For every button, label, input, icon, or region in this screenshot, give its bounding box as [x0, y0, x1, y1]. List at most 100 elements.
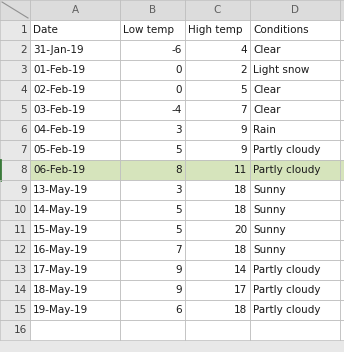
Bar [120, 80, 185, 100]
Text: 12: 12 [14, 245, 27, 255]
Bar [120, 100, 185, 120]
Text: 03-Feb-19: 03-Feb-19 [33, 105, 85, 115]
Bar [250, 240, 340, 260]
Bar [340, 220, 344, 240]
Text: 18: 18 [234, 185, 247, 195]
Bar [340, 20, 344, 40]
Text: 2: 2 [20, 45, 27, 55]
Bar [30, 240, 120, 260]
Text: 5: 5 [20, 105, 27, 115]
Bar [340, 200, 344, 220]
Text: 5: 5 [175, 145, 182, 155]
Bar [30, 60, 120, 80]
Bar [0, 60, 30, 80]
Bar [250, 100, 340, 120]
Bar [340, 100, 344, 120]
Text: 04-Feb-19: 04-Feb-19 [33, 125, 85, 135]
Bar [185, 100, 250, 120]
Bar [340, 0, 344, 20]
Bar [185, 260, 250, 280]
Bar [120, 60, 185, 80]
Bar [185, 20, 250, 40]
Bar [30, 280, 120, 300]
Bar [185, 140, 250, 160]
Bar [120, 280, 185, 300]
Text: Sunny: Sunny [253, 225, 286, 235]
Bar [30, 120, 120, 140]
Text: 3: 3 [175, 185, 182, 195]
Bar [120, 220, 185, 240]
Bar [250, 160, 340, 180]
Text: 5: 5 [175, 225, 182, 235]
Text: Partly cloudy: Partly cloudy [253, 265, 321, 275]
Text: 9: 9 [175, 265, 182, 275]
Bar [340, 80, 344, 100]
Bar [0, 140, 30, 160]
Bar [0, 20, 30, 40]
Bar [120, 140, 185, 160]
Bar [0, 340, 344, 352]
Text: 15-May-19: 15-May-19 [33, 225, 88, 235]
Text: Clear: Clear [253, 105, 280, 115]
Text: 9: 9 [175, 285, 182, 295]
Bar [120, 320, 185, 340]
Text: Sunny: Sunny [253, 245, 286, 255]
Text: -6: -6 [172, 45, 182, 55]
Bar [340, 320, 344, 340]
Text: 18-May-19: 18-May-19 [33, 285, 88, 295]
Bar [0, 0, 30, 20]
Text: 15: 15 [14, 305, 27, 315]
Bar [185, 60, 250, 80]
Bar [0, 160, 30, 180]
Bar [0, 260, 30, 280]
Text: 3: 3 [175, 125, 182, 135]
Text: Sunny: Sunny [253, 185, 286, 195]
Bar [0, 280, 30, 300]
Text: 11: 11 [14, 225, 27, 235]
Bar [250, 20, 340, 40]
Bar [250, 300, 340, 320]
Bar [185, 280, 250, 300]
Text: 05-Feb-19: 05-Feb-19 [33, 145, 85, 155]
Bar [30, 200, 120, 220]
Text: 16: 16 [14, 325, 27, 335]
Bar [185, 0, 250, 20]
Text: High temp: High temp [188, 25, 243, 35]
Bar [340, 60, 344, 80]
Bar [340, 160, 344, 180]
Bar [340, 180, 344, 200]
Bar [250, 200, 340, 220]
Text: 1: 1 [20, 25, 27, 35]
Bar [185, 240, 250, 260]
Text: -4: -4 [172, 105, 182, 115]
Text: Conditions: Conditions [253, 25, 309, 35]
Bar [250, 140, 340, 160]
Text: D: D [291, 5, 299, 15]
Text: 5: 5 [240, 85, 247, 95]
Bar [340, 280, 344, 300]
Bar [250, 260, 340, 280]
Bar [30, 20, 120, 40]
Bar [250, 320, 340, 340]
Text: A: A [72, 5, 78, 15]
Bar [185, 220, 250, 240]
Text: 16-May-19: 16-May-19 [33, 245, 88, 255]
Text: 0: 0 [175, 85, 182, 95]
Text: 7: 7 [240, 105, 247, 115]
Bar [30, 160, 120, 180]
Bar [0, 300, 30, 320]
Bar [30, 300, 120, 320]
Text: 7: 7 [20, 145, 27, 155]
Bar [250, 280, 340, 300]
Text: 18: 18 [234, 245, 247, 255]
Bar [0, 120, 30, 140]
Text: 8: 8 [175, 165, 182, 175]
Bar [250, 0, 340, 20]
Text: Light snow: Light snow [253, 65, 309, 75]
Text: 18: 18 [234, 305, 247, 315]
Bar [120, 300, 185, 320]
Text: Clear: Clear [253, 45, 280, 55]
Bar [185, 80, 250, 100]
Bar [340, 240, 344, 260]
Bar [340, 140, 344, 160]
